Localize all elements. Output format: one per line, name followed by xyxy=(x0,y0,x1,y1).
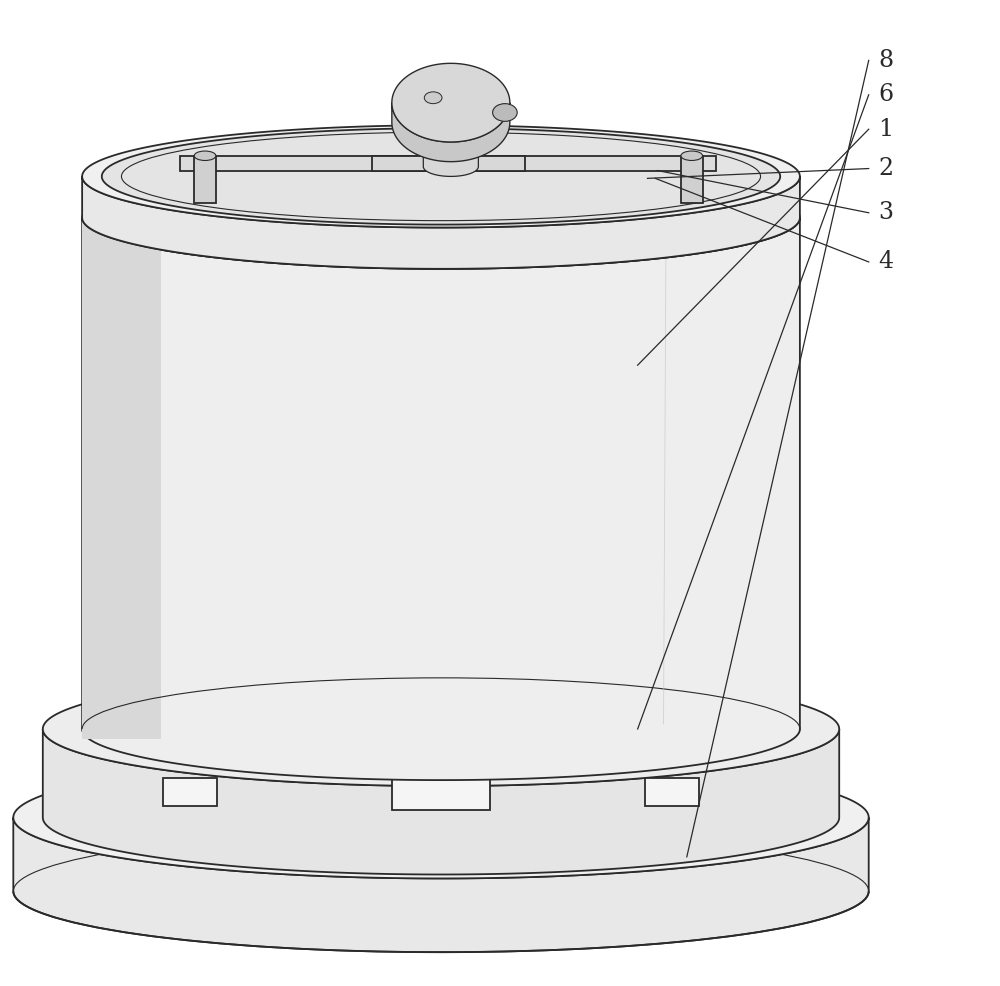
Polygon shape xyxy=(82,218,800,780)
Polygon shape xyxy=(82,125,800,228)
Polygon shape xyxy=(423,139,478,176)
Polygon shape xyxy=(392,103,510,162)
Bar xyxy=(194,156,216,203)
Polygon shape xyxy=(13,817,869,952)
Bar xyxy=(645,778,699,806)
Bar xyxy=(180,156,716,172)
Polygon shape xyxy=(392,63,510,142)
Polygon shape xyxy=(423,129,478,149)
Polygon shape xyxy=(102,128,780,225)
Polygon shape xyxy=(82,208,161,739)
Text: 1: 1 xyxy=(879,117,894,141)
Polygon shape xyxy=(43,729,839,875)
Polygon shape xyxy=(82,678,800,779)
Ellipse shape xyxy=(493,104,517,121)
Text: 3: 3 xyxy=(879,201,894,224)
Ellipse shape xyxy=(194,151,216,161)
Text: 6: 6 xyxy=(879,83,894,106)
Text: 8: 8 xyxy=(879,49,894,72)
Polygon shape xyxy=(82,176,800,269)
Bar xyxy=(681,156,703,203)
Bar xyxy=(163,778,217,806)
Ellipse shape xyxy=(424,92,442,104)
Polygon shape xyxy=(82,167,800,269)
Polygon shape xyxy=(58,763,824,872)
Polygon shape xyxy=(13,756,869,879)
Bar xyxy=(372,156,525,172)
Ellipse shape xyxy=(681,151,703,161)
Polygon shape xyxy=(43,671,839,786)
Text: 4: 4 xyxy=(879,250,894,273)
Text: 2: 2 xyxy=(879,157,894,180)
Bar xyxy=(392,777,490,810)
